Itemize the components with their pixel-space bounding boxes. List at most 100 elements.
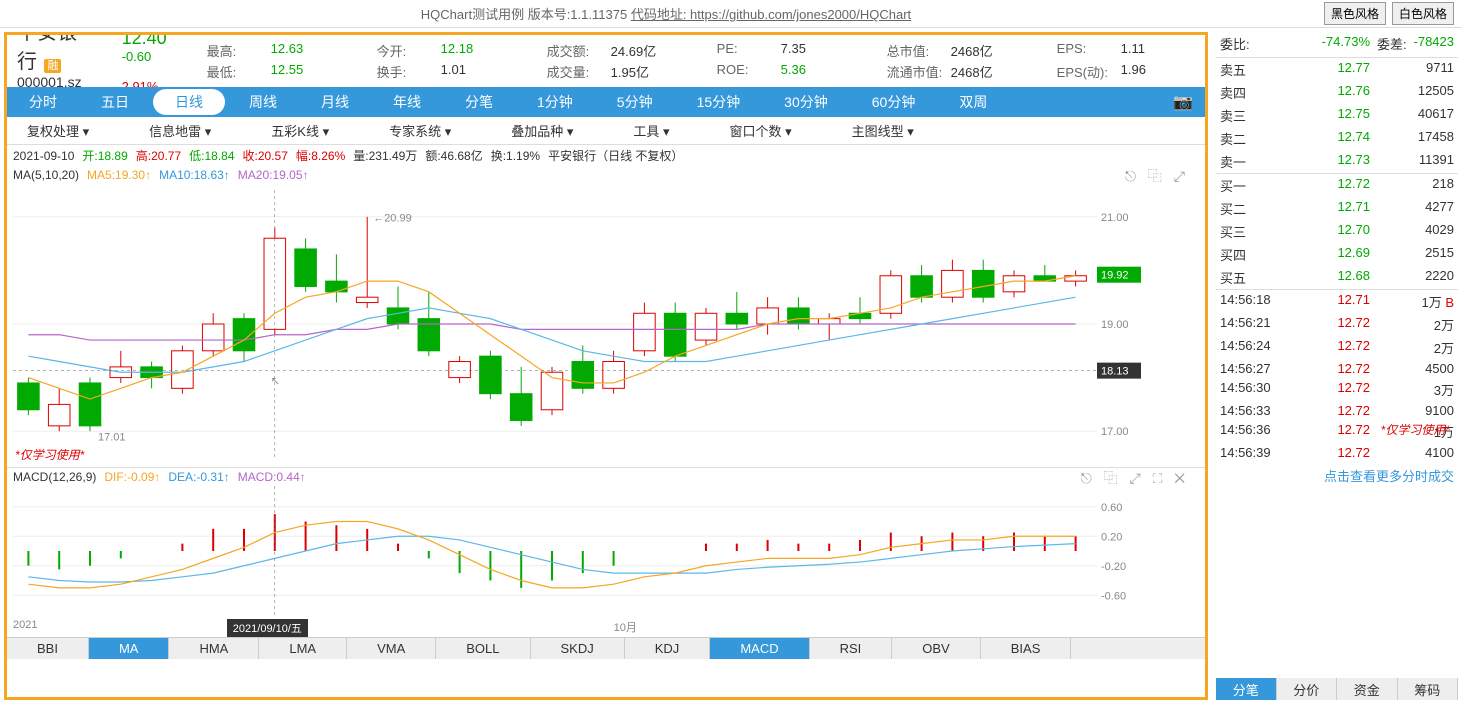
book-row: 买一12.72218: [1216, 174, 1458, 197]
indicator-tab-ma[interactable]: MA: [89, 638, 170, 659]
stat-item: EPS:1.11: [1057, 41, 1207, 60]
tick-row: 14:56:3312.729100: [1216, 401, 1458, 420]
period-tabs: 分时五日日线周线月线年线分笔1分钟5分钟15分钟30分钟60分钟双周 📷: [7, 87, 1205, 117]
tick-row: 14:56:2412.722万: [1216, 336, 1458, 359]
toolbar-item-6[interactable]: 窗口个数 ▾: [730, 121, 792, 140]
svg-text:17.00: 17.00: [1101, 426, 1129, 438]
period-tab-1[interactable]: 五日: [79, 87, 151, 117]
sub-chart-tools-icons[interactable]: ⎋ ⿻ ⤢ ⛶ ✕: [1081, 468, 1189, 488]
candlestick-chart[interactable]: 17.0019.0021.0018.1319.92←20.9917.01↖: [7, 184, 1197, 464]
period-tab-12[interactable]: 双周: [937, 87, 1009, 117]
toolbar-item-3[interactable]: 专家系统 ▾: [389, 121, 451, 140]
chart-toolbar: 复权处理 ▾ 信息地雷 ▾ 五彩K线 ▾ 专家系统 ▾ 叠加品种 ▾ 工具 ▾ 窗口个数 ▾…: [7, 117, 1205, 145]
indicator-tab-kdj[interactable]: KDJ: [625, 638, 711, 659]
svg-text:↖: ↖: [271, 376, 280, 388]
main-legend-2: MA(5,10,20)MA5:19.30↑MA10:18.63↑MA20:19.…: [7, 166, 1205, 184]
legend-part: DEA:-0.31↑: [168, 470, 229, 484]
side-tab-3[interactable]: 筹码: [1398, 678, 1459, 700]
indicator-tab-skdj[interactable]: SKDJ: [531, 638, 625, 659]
side-tab-2[interactable]: 资金: [1337, 678, 1398, 700]
indicator-tab-rsi[interactable]: RSI: [810, 638, 893, 659]
camera-icon[interactable]: 📷: [1173, 92, 1193, 112]
period-tab-4[interactable]: 月线: [299, 87, 371, 117]
book-row: 买四12.692515: [1216, 243, 1458, 266]
legend-part: 2021-09-10: [13, 149, 74, 163]
stat-item: 今开:12.18: [377, 41, 527, 60]
diff-label: 委差:: [1370, 34, 1414, 53]
macd-chart[interactable]: -0.60-0.200.200.60: [7, 486, 1197, 616]
side-tab-1[interactable]: 分价: [1277, 678, 1338, 700]
commission-row: 委比: -74.73% 委差: -78423: [1216, 32, 1458, 58]
title-text: HQChart测试用例 版本号:1.1.11375: [421, 7, 627, 22]
legend-part: MA(5,10,20): [13, 168, 79, 182]
toolbar-item-4[interactable]: 叠加品种 ▾: [511, 121, 573, 140]
tick-row: 14:56:1812.711万 B: [1216, 290, 1458, 313]
indicator-tab-macd[interactable]: MACD: [710, 638, 809, 659]
svg-text:-0.20: -0.20: [1101, 561, 1126, 573]
book-row: 卖一12.7311391: [1216, 150, 1458, 173]
legend-part: MA5:19.30↑: [87, 168, 151, 182]
side-tab-0[interactable]: 分笔: [1216, 678, 1277, 700]
cross-date-label: 2021/09/10/五: [227, 619, 308, 637]
legend-part: 开:18.89: [82, 149, 127, 163]
legend-part: MACD:0.44↑: [238, 470, 306, 484]
toolbar-item-2[interactable]: 五彩K线 ▾: [271, 121, 329, 140]
margin-badge: 融: [44, 59, 61, 73]
stat-item: 换手:1.01: [377, 62, 527, 81]
last-price: 12.40: [122, 32, 167, 49]
period-tab-9[interactable]: 15分钟: [675, 87, 763, 117]
period-tab-6[interactable]: 分笔: [443, 87, 515, 117]
month-label: 10月: [614, 619, 637, 635]
period-tab-3[interactable]: 周线: [227, 87, 299, 117]
indicator-tab-bias[interactable]: BIAS: [981, 638, 1072, 659]
indicator-tab-hma[interactable]: HMA: [169, 638, 259, 659]
dark-style-button[interactable]: 黑色风格: [1324, 2, 1386, 25]
repo-link[interactable]: 代码地址: https://github.com/jones2000/HQCha…: [631, 7, 911, 22]
more-ticks-link[interactable]: 点击查看更多分时成交: [1216, 462, 1458, 489]
stat-item: 最低:12.55: [207, 62, 357, 81]
app-header: HQChart测试用例 版本号:1.1.11375 代码地址: https://…: [0, 0, 1462, 28]
main-chart-area[interactable]: 17.0019.0021.0018.1319.92←20.9917.01↖ *仅…: [7, 184, 1205, 467]
toolbar-item-7[interactable]: 主图线型 ▾: [852, 121, 914, 140]
stat-item: ROE:5.36: [717, 62, 867, 81]
toolbar-item-5[interactable]: 工具 ▾: [633, 121, 669, 140]
indicator-tab-bbi[interactable]: BBI: [7, 638, 89, 659]
stat-item: 流通市值:2468亿: [887, 62, 1037, 81]
tick-row: 14:56:3612.721万: [1216, 420, 1458, 443]
book-row: 卖二12.7417458: [1216, 127, 1458, 150]
svg-text:0.60: 0.60: [1101, 502, 1122, 514]
asks-list: 卖五12.779711卖四12.7612505卖三12.7540617卖二12.…: [1216, 58, 1458, 173]
legend-part: 收:20.57: [243, 149, 288, 163]
period-tab-10[interactable]: 30分钟: [762, 87, 850, 117]
toolbar-item-1[interactable]: 信息地雷 ▾: [149, 121, 211, 140]
ratio-label: 委比:: [1220, 34, 1290, 53]
stat-item: 总市值:2468亿: [887, 41, 1037, 60]
period-tab-11[interactable]: 60分钟: [850, 87, 938, 117]
chart-tools-icons[interactable]: ⎋ ⿻ ⤢: [1125, 166, 1189, 186]
period-tab-7[interactable]: 1分钟: [515, 87, 595, 117]
bids-list: 买一12.72218买二12.714277买三12.704029买四12.692…: [1216, 173, 1458, 289]
period-tab-0[interactable]: 分时: [7, 87, 79, 117]
svg-text:19.92: 19.92: [1101, 270, 1129, 282]
period-tab-2[interactable]: 日线: [153, 89, 225, 115]
legend-part: MA20:19.05↑: [238, 168, 309, 182]
light-style-button[interactable]: 白色风格: [1392, 2, 1454, 25]
indicator-tab-boll[interactable]: BOLL: [436, 638, 530, 659]
indicator-tab-vma[interactable]: VMA: [347, 638, 436, 659]
svg-text:-0.60: -0.60: [1101, 590, 1126, 602]
year-label: 2021: [13, 619, 37, 631]
period-tab-8[interactable]: 5分钟: [595, 87, 675, 117]
indicator-tab-obv[interactable]: OBV: [892, 638, 980, 659]
legend-part: DIF:-0.09↑: [104, 470, 160, 484]
side-tabs: 分笔分价资金筹码: [1216, 678, 1458, 700]
toolbar-item-0[interactable]: 复权处理 ▾: [27, 121, 89, 140]
order-book-panel: 委比: -74.73% 委差: -78423 卖五12.779711卖四12.7…: [1212, 28, 1462, 704]
macd-chart-area[interactable]: -0.60-0.200.200.60: [7, 486, 1205, 619]
tick-row: 14:56:3012.723万: [1216, 378, 1458, 401]
period-tab-5[interactable]: 年线: [371, 87, 443, 117]
macd-legend: MACD(12,26,9)DIF:-0.09↑DEA:-0.31↑MACD:0.…: [7, 467, 1205, 486]
stat-item: 成交量:1.95亿: [547, 62, 697, 81]
indicator-tab-lma[interactable]: LMA: [259, 638, 347, 659]
stat-item: EPS(动):1.96: [1057, 62, 1207, 81]
date-axis: 2021 2021/09/10/五 10月: [7, 619, 1205, 637]
